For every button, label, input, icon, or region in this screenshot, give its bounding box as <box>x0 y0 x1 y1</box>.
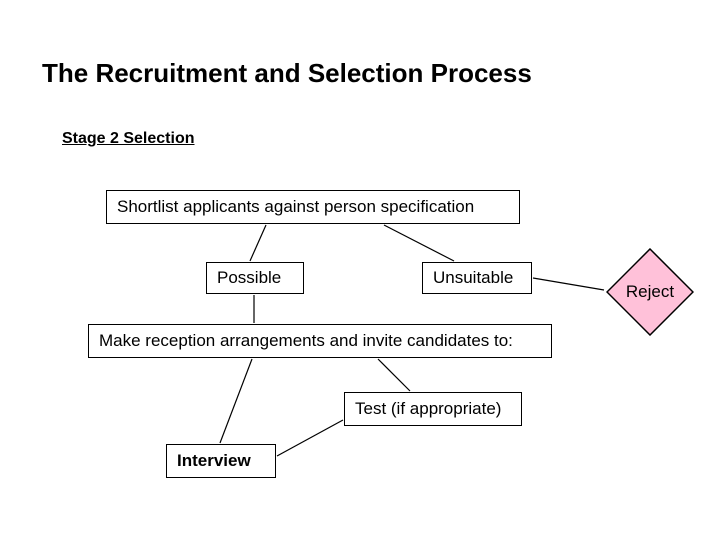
edge-invite-interview <box>220 359 252 443</box>
edge-test-interview <box>277 420 343 456</box>
edge-shortlist-possible <box>250 225 266 261</box>
reject-label: Reject <box>606 248 694 336</box>
stage-subtitle: Stage 2 Selection <box>62 130 195 148</box>
node-test: Test (if appropriate) <box>344 392 522 426</box>
edge-shortlist-unsuitable <box>384 225 454 261</box>
node-reject: Reject <box>606 248 694 336</box>
edge-invite-test <box>378 359 410 391</box>
node-shortlist: Shortlist applicants against person spec… <box>106 190 520 224</box>
edge-unsuitable-reject <box>533 278 604 290</box>
page-title: The Recruitment and Selection Process <box>42 58 532 89</box>
node-unsuitable: Unsuitable <box>422 262 532 294</box>
node-interview: Interview <box>166 444 276 478</box>
node-invite: Make reception arrangements and invite c… <box>88 324 552 358</box>
node-possible: Possible <box>206 262 304 294</box>
